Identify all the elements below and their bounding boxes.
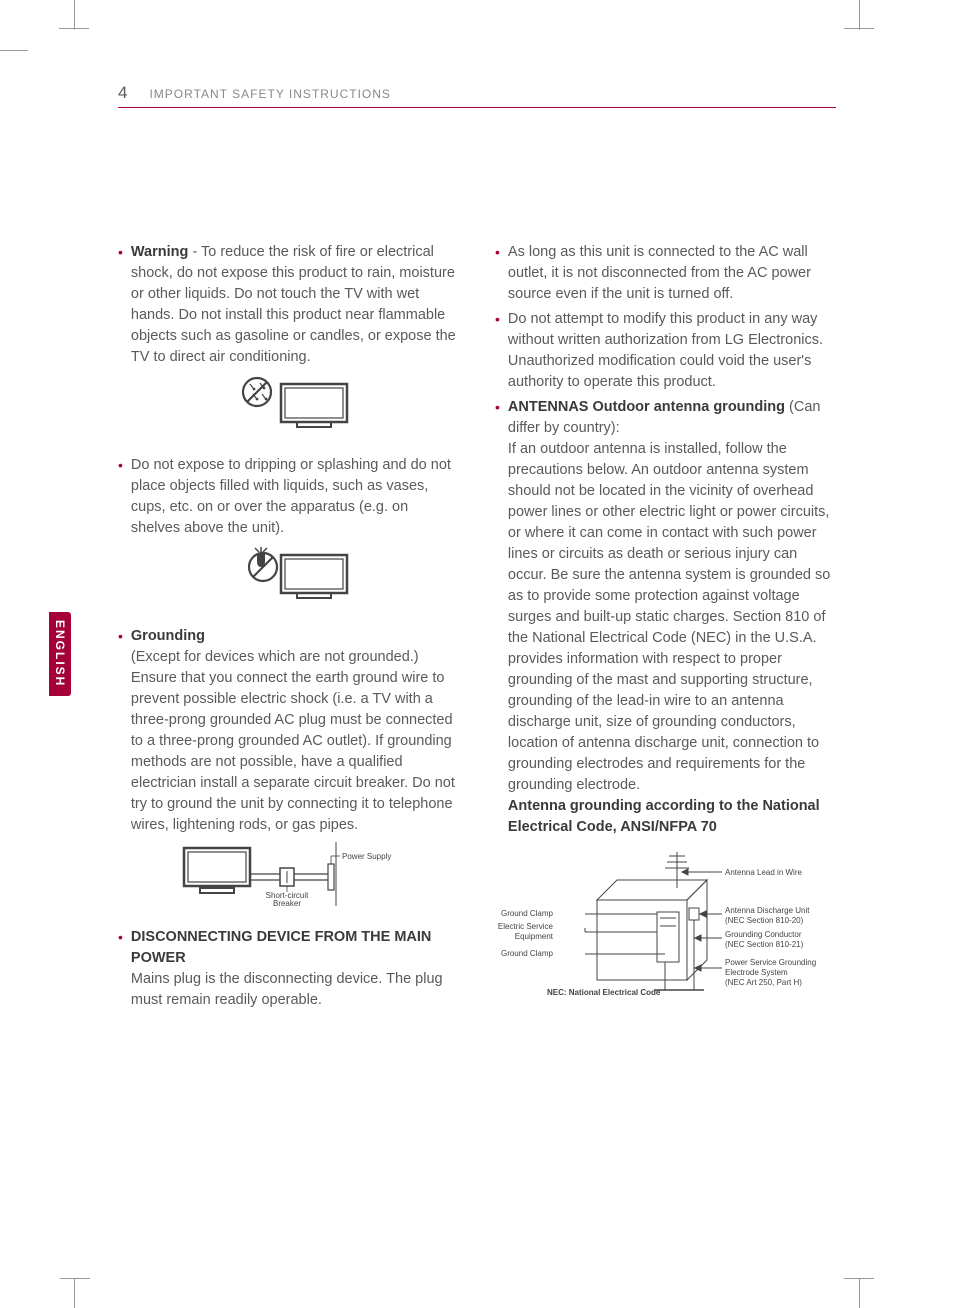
lbl-electric-service: Electric Service Equipment: [477, 922, 553, 942]
page-header: 4 IMPORTANT SAFETY INSTRUCTIONS: [118, 83, 836, 108]
ac-text: As long as this unit is connected to the…: [508, 244, 811, 302]
svg-text:Breaker: Breaker: [273, 899, 301, 906]
grounding-label: Grounding: [131, 628, 205, 644]
diagram-footer: NEC: National Electrical Code: [547, 988, 660, 998]
bullet-warning: • Warning - To reduce the risk of fire o…: [118, 242, 459, 451]
antenna-grounding-diagram: Ground Clamp Electric Service Equipment …: [477, 850, 818, 1010]
warning-label: Warning: [131, 244, 188, 260]
lbl-leadin: Antenna Lead in Wire: [725, 868, 802, 878]
warning-text: - To reduce the risk of fire or electric…: [131, 244, 456, 365]
bullet-icon: •: [495, 242, 500, 305]
disconnect-text: Mains plug is the disconnecting device. …: [131, 971, 443, 1008]
modify-text: Do not attempt to modify this product in…: [508, 311, 823, 390]
power-supply-label: Power Supply: [342, 852, 391, 861]
page-number: 4: [118, 83, 127, 103]
figure-tv-rain: [131, 374, 459, 441]
bullet-icon: •: [495, 397, 500, 838]
bullet-ac: • As long as this unit is connected to t…: [495, 242, 836, 305]
lbl-adu: Antenna Discharge Unit (NEC Section 810-…: [725, 906, 810, 926]
bullet-icon: •: [118, 626, 123, 923]
language-tab: ENGLISH: [49, 612, 71, 696]
bullet-modify: • Do not attempt to modify this product …: [495, 309, 836, 393]
antennas-label: ANTENNAS Outdoor antenna grounding: [508, 399, 785, 415]
antennas-text: If an outdoor antenna is installed, foll…: [508, 441, 830, 793]
right-column: • As long as this unit is connected to t…: [495, 242, 836, 1015]
figure-tv-vase: [131, 545, 459, 612]
dripping-text: Do not expose to dripping or splashing a…: [131, 457, 451, 536]
lbl-ground-clamp-1: Ground Clamp: [477, 909, 553, 919]
bullet-disconnect: • DISCONNECTING DEVICE FROM THE MAIN POW…: [118, 927, 459, 1011]
antennas-tail: Antenna grounding according to the Natio…: [508, 798, 820, 835]
bullet-icon: •: [118, 242, 123, 451]
lbl-psge: Power Service Grounding Electrode System…: [725, 958, 816, 988]
disconnect-label: DISCONNECTING DEVICE FROM THE MAIN POWER: [131, 929, 431, 966]
bullet-icon: •: [118, 455, 123, 622]
figure-tv-breaker: Power Supply Short-circuit Breaker: [131, 842, 459, 913]
left-column: • Warning - To reduce the risk of fire o…: [118, 242, 459, 1015]
lbl-gcond: Grounding Conductor (NEC Section 810-21): [725, 930, 803, 950]
page-content: 4 IMPORTANT SAFETY INSTRUCTIONS • Warnin…: [118, 83, 836, 1015]
bullet-icon: •: [495, 309, 500, 393]
bullet-antennas: • ANTENNAS Outdoor antenna grounding (Ca…: [495, 397, 836, 838]
lbl-ground-clamp-2: Ground Clamp: [477, 949, 553, 959]
bullet-grounding: • Grounding (Except for devices which ar…: [118, 626, 459, 923]
grounding-text: (Except for devices which are not ground…: [131, 649, 455, 833]
header-title: IMPORTANT SAFETY INSTRUCTIONS: [149, 87, 390, 101]
bullet-dripping: • Do not expose to dripping or splashing…: [118, 455, 459, 622]
bullet-icon: •: [118, 927, 123, 1011]
